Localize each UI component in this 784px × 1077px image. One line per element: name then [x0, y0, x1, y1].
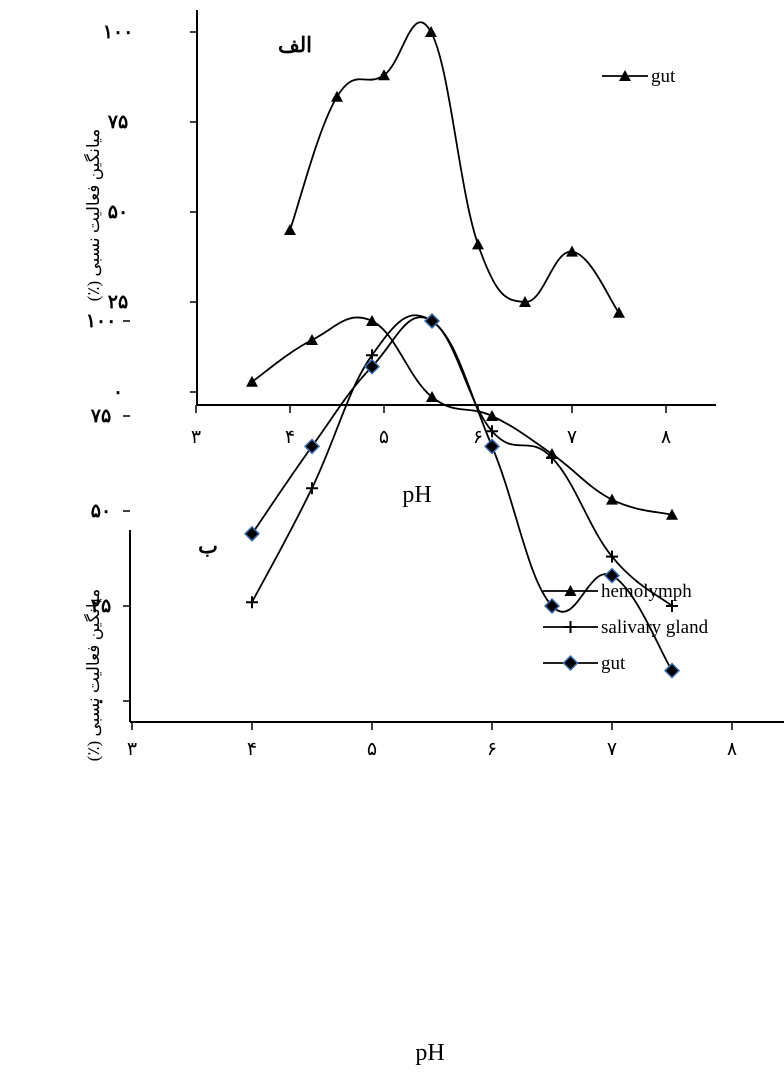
x-tick-label: ۳	[191, 427, 201, 448]
x-tick-label: ۷	[607, 739, 617, 760]
legend-item: gut	[543, 653, 626, 674]
y-axis-title: میانگین فعالیت نسبی (٪)	[83, 129, 104, 302]
data-point	[363, 358, 381, 375]
data-point	[472, 238, 484, 250]
data-point	[483, 438, 501, 455]
legend-marker	[564, 621, 577, 633]
data-point	[613, 306, 625, 318]
data-point	[246, 596, 258, 609]
y-tick-label: ۰	[96, 691, 106, 712]
data-point	[425, 26, 437, 37]
y-tick-label: ۷۵	[107, 112, 128, 133]
panel-a-chart: ۰ ۲۵ ۵۰ ۷۵ ۱۰۰ ۳ ۴ ۵ ۶ ۷ ۸ الف pH میانگین فعالیت نسبی…	[83, 10, 716, 508]
legend-item: salivary gland	[543, 617, 709, 638]
series-line	[251, 314, 673, 607]
y-tick-label: ۵۰	[91, 501, 111, 522]
data-point	[546, 451, 558, 464]
data-point	[423, 312, 441, 330]
x-tick-label: ۵	[379, 427, 389, 448]
data-point	[426, 391, 438, 402]
x-tick-label: ۳	[127, 739, 137, 760]
data-point	[663, 662, 681, 679]
y-axis-title: میانگین فعالیت نسبی (٪)	[83, 589, 104, 762]
legend-label: gut	[601, 653, 626, 674]
data-point	[284, 224, 296, 235]
data-point	[243, 525, 261, 542]
y-tick-label: ۱۰۰	[103, 22, 134, 43]
x-tick-label: ۶	[487, 739, 497, 760]
x-tick-label: ۷	[567, 427, 577, 448]
data-point	[666, 600, 678, 612]
data-point	[666, 508, 678, 520]
x-tick-label: ۶	[473, 427, 483, 448]
panel-label: ب	[198, 534, 218, 558]
data-point	[519, 296, 531, 307]
data-point	[606, 550, 618, 563]
legend-item: hemolymph	[543, 581, 692, 602]
data-point	[486, 425, 498, 438]
data-point	[366, 315, 378, 326]
data-point	[603, 567, 621, 584]
legend-label: hemolymph	[601, 581, 692, 602]
y-tick-label: ۲۵	[91, 596, 111, 617]
y-tick-label: ۵۰	[108, 202, 128, 223]
x-tick-label: ۸	[661, 427, 671, 448]
data-point	[486, 410, 498, 421]
series-gut	[243, 312, 681, 679]
data-point	[303, 438, 321, 455]
x-tick-label: ۴	[247, 739, 257, 760]
series-line	[289, 21, 620, 314]
y-tick-label: ۷۵	[90, 406, 111, 427]
series-salivary-gland	[246, 314, 678, 612]
legend-marker	[562, 654, 579, 672]
x-tick-label: ۸	[727, 739, 737, 760]
data-point	[606, 493, 618, 505]
legend-label: salivary gland	[601, 617, 709, 638]
x-tick-label: ۴	[285, 427, 295, 448]
legend-label: gut	[651, 66, 676, 87]
series-gut	[284, 21, 625, 318]
legend-marker	[619, 70, 631, 81]
x-axis-title: pH	[415, 1040, 444, 1066]
data-point	[306, 482, 318, 495]
series-line	[251, 316, 673, 516]
data-point	[378, 69, 390, 81]
data-point	[566, 245, 578, 257]
y-tick-label: ۲۵	[108, 292, 128, 313]
x-axis-title: pH	[402, 482, 431, 508]
data-point	[331, 90, 343, 102]
series-hemolymph	[246, 315, 678, 520]
y-tick-label: ۱۰۰	[86, 311, 117, 332]
x-tick-label: ۵	[367, 739, 377, 760]
legend-item: gut	[602, 66, 676, 87]
data-point	[306, 334, 318, 345]
y-tick-label: ۰	[113, 382, 123, 403]
series-line	[251, 316, 673, 672]
legend-marker	[564, 585, 577, 596]
data-point	[543, 597, 561, 615]
data-point	[246, 375, 258, 387]
panel-label: الف	[278, 33, 312, 57]
